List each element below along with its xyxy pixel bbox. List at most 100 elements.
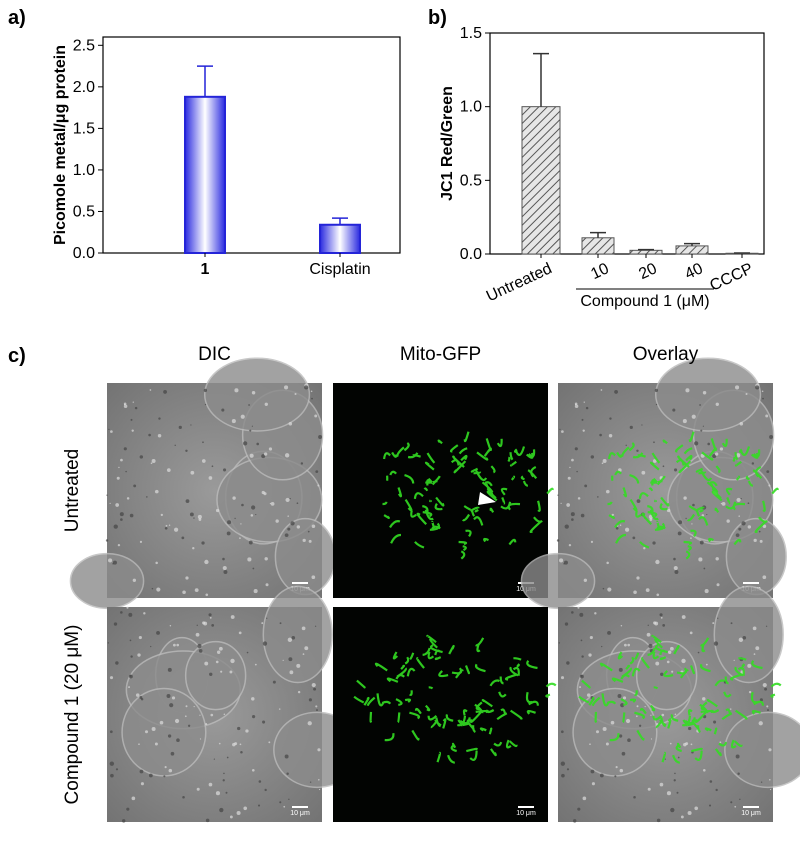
granule (582, 419, 584, 421)
granule (561, 774, 565, 778)
granule (712, 622, 714, 624)
granule (188, 725, 190, 727)
granule (559, 429, 560, 430)
granule (764, 688, 767, 691)
granule (703, 426, 704, 427)
granule (158, 434, 161, 437)
granule (237, 727, 240, 730)
granule (735, 385, 739, 389)
granule (292, 636, 296, 640)
granule (195, 588, 199, 592)
granule (713, 721, 716, 724)
y-tick-label: 0.0 (73, 245, 95, 262)
granule (651, 738, 652, 739)
granule (289, 670, 293, 674)
granule (285, 533, 289, 537)
granule (688, 727, 691, 730)
granule (707, 443, 710, 446)
granule (316, 709, 318, 711)
y-axis-title: Picomole metal/μg protein (52, 45, 69, 245)
granule (319, 789, 320, 790)
y-tick-label: 1.0 (73, 162, 95, 179)
granule (279, 708, 280, 709)
granule (214, 759, 215, 760)
granule (185, 576, 188, 579)
granule (155, 562, 158, 565)
column-header: DIC (198, 344, 231, 365)
granule (275, 519, 278, 522)
granule (227, 520, 231, 524)
image-background (333, 383, 548, 598)
granule (589, 743, 591, 745)
granule (590, 636, 593, 639)
error-bar (533, 54, 549, 107)
granule (248, 404, 250, 406)
granule (167, 694, 171, 698)
granule (752, 462, 754, 464)
granule (557, 539, 559, 541)
granule (234, 388, 238, 392)
granule (197, 625, 198, 626)
granule (234, 518, 235, 519)
granule (308, 531, 310, 533)
cell (205, 358, 310, 431)
granule (720, 447, 723, 450)
granule (636, 576, 639, 579)
y-tick-label: 0.0 (460, 246, 482, 263)
bar (630, 250, 662, 254)
error-bar (197, 66, 213, 97)
granule (633, 590, 637, 594)
granule (739, 799, 740, 800)
granule (673, 558, 676, 561)
granule (761, 781, 762, 782)
granule (245, 729, 248, 732)
bar (522, 107, 560, 254)
y-tick-label: 2.5 (73, 37, 95, 54)
granule (262, 721, 265, 724)
granule (110, 503, 111, 504)
granule (641, 471, 645, 475)
granule (561, 761, 565, 765)
granule (601, 389, 603, 391)
granule (158, 417, 160, 419)
granule (685, 518, 686, 519)
granule (288, 799, 289, 800)
granule (155, 742, 158, 745)
micrograph: 10 μm (107, 586, 360, 822)
granule (606, 742, 609, 745)
granule (646, 588, 650, 592)
granule (741, 498, 742, 499)
granule (302, 626, 306, 630)
granule (620, 769, 624, 773)
granule (110, 761, 114, 765)
granule (579, 686, 581, 688)
granule (211, 624, 214, 627)
granule (301, 462, 303, 464)
granule (168, 734, 171, 737)
granule (678, 757, 680, 759)
granule (243, 806, 247, 810)
granule (139, 636, 142, 639)
granule (312, 524, 316, 528)
granule (254, 589, 258, 593)
granule (172, 696, 175, 699)
granule (283, 806, 285, 808)
granule (122, 819, 125, 822)
granule (736, 498, 740, 502)
granule (131, 419, 133, 421)
granule (315, 626, 316, 627)
granule (310, 781, 311, 782)
granule (210, 617, 212, 619)
granule (209, 673, 212, 676)
bar (320, 225, 360, 253)
granule (223, 773, 225, 775)
granule (706, 514, 707, 515)
granule (114, 622, 117, 625)
granule (247, 557, 251, 561)
granule (114, 524, 118, 528)
granule (133, 579, 136, 582)
granule (611, 721, 615, 725)
granule (577, 607, 579, 609)
x-tick-label: Cisplatin (309, 261, 370, 278)
granule (314, 415, 317, 418)
